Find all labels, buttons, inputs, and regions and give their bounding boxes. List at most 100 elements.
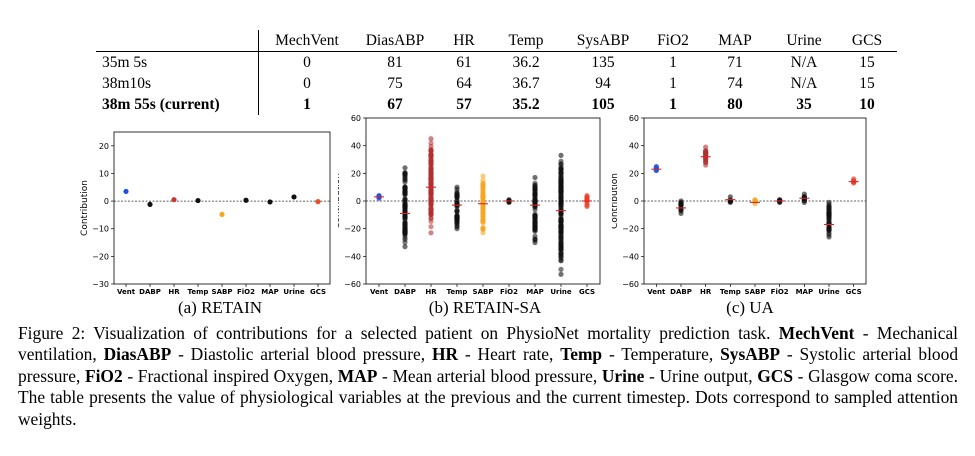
sampled-attention-dot bbox=[558, 178, 564, 184]
subcaption-b: (b) RETAIN-SA bbox=[428, 298, 542, 317]
sampled-attention-dot bbox=[454, 191, 460, 198]
y-tick-label: 60 bbox=[629, 114, 639, 123]
sampled-attention-dot bbox=[454, 208, 460, 214]
sampled-attention-dot bbox=[402, 172, 408, 178]
table-cell: 61 bbox=[456, 53, 472, 71]
sampled-attention-dot bbox=[653, 163, 659, 170]
y-tick-label: 20 bbox=[99, 142, 109, 151]
column-header: MAP bbox=[699, 30, 771, 52]
sampled-attention-dot bbox=[558, 171, 564, 177]
table-cell: 36.2 bbox=[512, 53, 540, 71]
term-def: - Diastolic arterial blood pressure, bbox=[178, 344, 426, 365]
x-tick-label: GCS bbox=[579, 288, 595, 296]
column-header: FiO2 bbox=[647, 30, 699, 52]
sampled-attention-dot bbox=[558, 233, 564, 239]
sampled-attention-dot bbox=[801, 191, 807, 197]
y-tick-label: −40 bbox=[344, 252, 361, 261]
term-def: - Heart rate, bbox=[464, 344, 554, 365]
sampled-attention-dot bbox=[402, 244, 408, 250]
table-cell: 94 bbox=[595, 74, 611, 92]
x-tick-label: Temp bbox=[188, 288, 209, 296]
caption-label: Figure 2: bbox=[18, 323, 86, 343]
term-abbr: GCS bbox=[757, 365, 793, 386]
x-tick-label: FiO2 bbox=[771, 288, 789, 296]
term-abbr: SysABP bbox=[720, 344, 780, 365]
y-tick-label: 60 bbox=[351, 114, 361, 123]
column-header: HR bbox=[435, 30, 493, 52]
table-cell: N/A bbox=[790, 74, 818, 92]
sampled-attention-dot bbox=[584, 203, 590, 210]
sampled-attention-dot bbox=[703, 162, 709, 168]
y-tick-label: −60 bbox=[622, 280, 639, 289]
table-cell: 15 bbox=[859, 53, 875, 71]
term-def: - Systolic arterial blood pressure, bbox=[18, 344, 959, 386]
column-header: Temp bbox=[493, 30, 559, 52]
table-cell: 71 bbox=[727, 53, 743, 71]
data-point bbox=[147, 201, 153, 208]
table-cell: 1 bbox=[669, 95, 677, 113]
column-header: DiasABP bbox=[355, 30, 435, 52]
x-tick-label: Vent bbox=[370, 288, 389, 296]
y-tick-label: −20 bbox=[92, 252, 109, 261]
sampled-attention-dot bbox=[402, 239, 408, 245]
table-cell: 81 bbox=[387, 53, 403, 71]
column-header: MechVent bbox=[258, 30, 355, 52]
x-tick-label: Vent bbox=[647, 288, 666, 296]
sampled-attention-dot bbox=[678, 198, 684, 204]
x-tick-label: Vent bbox=[117, 288, 136, 296]
x-tick-label: MAP bbox=[796, 288, 814, 296]
sampled-attention-dot bbox=[454, 184, 460, 190]
sampled-attention-dot bbox=[703, 148, 709, 155]
y-tick-label: −30 bbox=[92, 280, 109, 289]
table-cell: 1 bbox=[669, 53, 677, 71]
y-axis-label: Contribution bbox=[338, 173, 342, 229]
x-tick-label: DABP bbox=[670, 288, 692, 296]
sampled-attention-dot bbox=[558, 228, 564, 234]
caption-intro: Visualization of contributions for a sel… bbox=[93, 323, 771, 343]
table-cell: 35.2 bbox=[512, 95, 540, 113]
caption-outro: The table presents the value of physiolo… bbox=[18, 387, 958, 429]
sampled-attention-dot bbox=[428, 195, 434, 201]
sampled-attention-dot bbox=[532, 207, 538, 213]
sampled-attention-dot bbox=[826, 234, 832, 240]
sampled-attention-dot bbox=[402, 209, 408, 215]
term-abbr: Urine bbox=[601, 365, 645, 386]
sampled-attention-dot bbox=[826, 216, 832, 223]
sampled-attention-dot bbox=[480, 186, 486, 192]
y-tick-label: 10 bbox=[99, 169, 109, 178]
sampled-attention-dot bbox=[428, 230, 434, 236]
sampled-attention-dot bbox=[532, 213, 538, 219]
column-header: Urine bbox=[771, 30, 837, 52]
data-point bbox=[315, 199, 321, 205]
x-tick-label: SABP bbox=[212, 288, 233, 296]
y-tick-label: −10 bbox=[92, 225, 109, 234]
y-tick-label: 20 bbox=[351, 169, 361, 178]
sampled-attention-dot bbox=[752, 197, 758, 203]
sampled-attention-dot bbox=[727, 194, 733, 200]
physiological-variables-table: MechVent DiasABP HR Temp SysABP FiO2 MAP… bbox=[96, 30, 897, 115]
table-row: 38m10s 0 75 64 36.7 94 1 74 N/A 15 bbox=[96, 73, 897, 94]
sampled-attention-dot bbox=[480, 225, 486, 231]
table-header-row: MechVent DiasABP HR Temp SysABP FiO2 MAP… bbox=[96, 30, 897, 52]
table-cell: 75 bbox=[387, 74, 403, 92]
term-def: - Temperature, bbox=[608, 344, 714, 365]
term-abbr: Temp bbox=[560, 344, 603, 365]
term-abbr: DiasABP bbox=[103, 344, 172, 365]
table-cell: 36.7 bbox=[512, 74, 540, 92]
table-cell: 35 bbox=[796, 95, 812, 113]
sampled-attention-dot bbox=[558, 207, 564, 213]
sampled-attention-dot bbox=[558, 217, 564, 223]
sampled-attention-dot bbox=[801, 199, 807, 205]
sampled-attention-dot bbox=[727, 199, 733, 205]
row-label: 38m10s bbox=[96, 73, 259, 94]
y-tick-label: −20 bbox=[622, 225, 639, 234]
sampled-attention-dot bbox=[558, 223, 564, 229]
retain-sa-plot: 60 40 20 0 −20 −40 −60 Contribution Vent DABP HR Te… bbox=[338, 112, 608, 297]
y-tick-label: 40 bbox=[351, 142, 361, 151]
term-def: - Urine output, bbox=[649, 365, 753, 386]
x-tick-label: Temp bbox=[447, 288, 468, 296]
sampled-attention-dot bbox=[826, 206, 832, 213]
sampled-attention-dot bbox=[480, 210, 486, 216]
y-axis-label: Contribution bbox=[612, 173, 620, 229]
x-tick-label: HR bbox=[425, 288, 437, 296]
